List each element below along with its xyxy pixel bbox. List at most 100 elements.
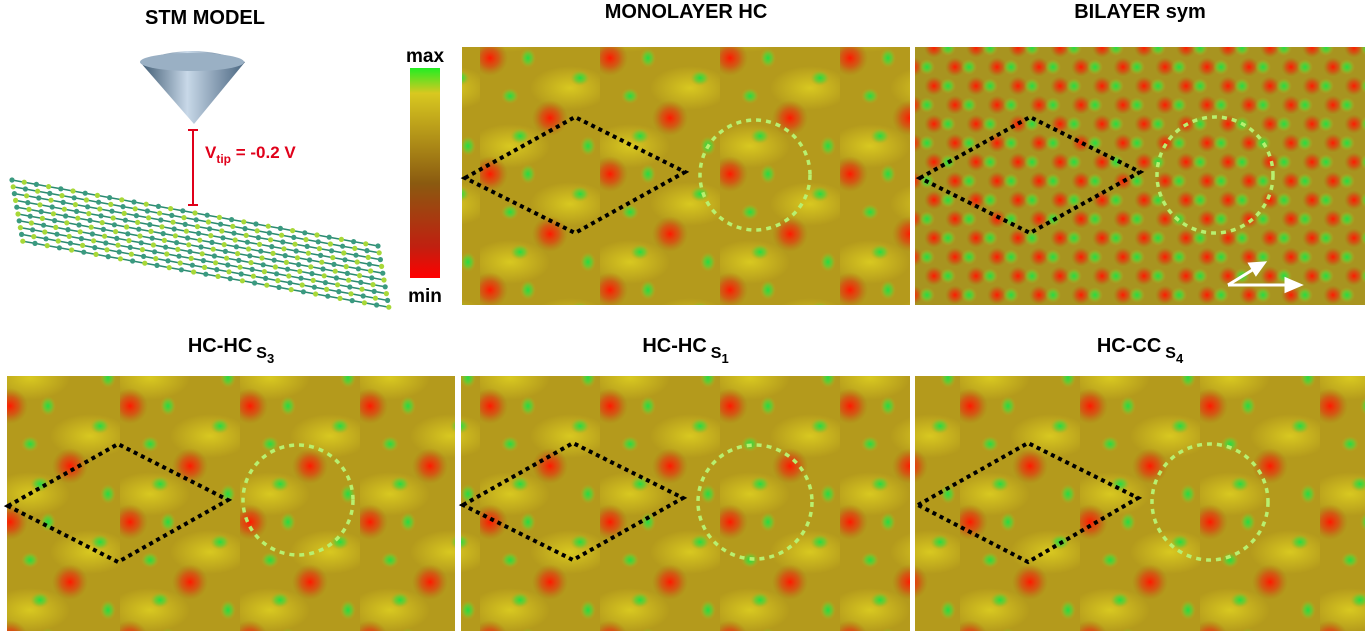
atom bbox=[124, 224, 129, 229]
atom bbox=[93, 252, 98, 257]
atom bbox=[353, 253, 358, 258]
atom bbox=[287, 280, 292, 285]
atom bbox=[214, 267, 219, 272]
atom bbox=[270, 251, 275, 256]
atom bbox=[187, 249, 192, 254]
atom bbox=[297, 269, 302, 274]
atom bbox=[13, 198, 18, 203]
atom bbox=[34, 182, 39, 187]
atom bbox=[361, 293, 366, 298]
atom bbox=[212, 253, 217, 258]
atom bbox=[230, 224, 235, 229]
atom bbox=[145, 208, 150, 213]
atom bbox=[219, 228, 224, 233]
atom bbox=[95, 193, 100, 198]
atom bbox=[106, 254, 111, 259]
atom bbox=[196, 231, 201, 236]
atom bbox=[130, 258, 135, 263]
atom bbox=[286, 273, 291, 278]
atom bbox=[294, 248, 299, 253]
atom bbox=[253, 221, 258, 226]
atom bbox=[347, 284, 352, 289]
atom bbox=[379, 264, 384, 269]
colorbar bbox=[410, 68, 440, 278]
atom bbox=[380, 271, 385, 276]
atom bbox=[345, 271, 350, 276]
atom bbox=[218, 222, 223, 227]
atom bbox=[314, 232, 319, 237]
atom bbox=[217, 215, 222, 220]
atom bbox=[150, 236, 155, 241]
model-title: STM MODEL bbox=[145, 7, 265, 29]
atom bbox=[128, 245, 133, 250]
atom bbox=[136, 227, 141, 232]
atom bbox=[228, 276, 233, 281]
atom bbox=[156, 204, 161, 209]
atom bbox=[79, 236, 84, 241]
atom bbox=[9, 177, 14, 182]
atom bbox=[359, 287, 364, 292]
atom bbox=[223, 249, 228, 254]
atom bbox=[111, 215, 116, 220]
atom bbox=[385, 298, 390, 303]
panel-title-main: MONOLAYER HC bbox=[605, 1, 768, 23]
panel-title: HC-HCS1 bbox=[642, 335, 728, 366]
atom bbox=[122, 211, 127, 216]
atom bbox=[372, 289, 377, 294]
atom bbox=[300, 282, 305, 287]
atom bbox=[317, 246, 322, 251]
atom bbox=[318, 253, 323, 258]
atom bbox=[178, 260, 183, 265]
atom bbox=[162, 238, 167, 243]
atom bbox=[206, 219, 211, 224]
atom bbox=[378, 257, 383, 262]
atom bbox=[62, 207, 67, 212]
stm-panel: HC-CCS4 bbox=[915, 335, 1365, 631]
atom bbox=[113, 229, 118, 234]
atom bbox=[235, 251, 240, 256]
atom bbox=[123, 218, 128, 223]
atom bbox=[167, 265, 172, 270]
atom bbox=[42, 229, 47, 234]
atom bbox=[117, 249, 122, 254]
atom bbox=[43, 236, 48, 241]
lattice-model bbox=[9, 177, 391, 309]
atom bbox=[183, 222, 188, 227]
atom bbox=[328, 241, 333, 246]
atom bbox=[362, 300, 367, 305]
atom bbox=[139, 240, 144, 245]
atom bbox=[108, 202, 113, 207]
panel-title-subsub: 1 bbox=[721, 351, 728, 366]
atom bbox=[181, 215, 186, 220]
atom bbox=[316, 239, 321, 244]
atom bbox=[373, 296, 378, 301]
atom bbox=[197, 238, 202, 243]
atom bbox=[273, 264, 278, 269]
atom bbox=[72, 195, 77, 200]
atom bbox=[351, 239, 356, 244]
atom bbox=[226, 269, 231, 274]
atom bbox=[220, 235, 225, 240]
atom bbox=[103, 240, 108, 245]
atom bbox=[384, 291, 389, 296]
atom bbox=[169, 213, 174, 218]
atom bbox=[312, 285, 317, 290]
atom bbox=[267, 230, 272, 235]
atom bbox=[319, 260, 324, 265]
atom bbox=[324, 287, 329, 292]
stm-panel: BILAYER sym bbox=[915, 1, 1365, 305]
atom bbox=[283, 253, 288, 258]
atom bbox=[70, 188, 75, 193]
atom bbox=[86, 211, 91, 216]
panel-title-sub: S bbox=[1165, 345, 1176, 362]
atom bbox=[276, 285, 281, 290]
atom bbox=[17, 218, 22, 223]
atom bbox=[233, 237, 238, 242]
atom bbox=[342, 257, 347, 262]
atom bbox=[337, 296, 342, 301]
bias-subscript: tip bbox=[216, 152, 231, 166]
atom bbox=[115, 243, 120, 248]
atom bbox=[344, 264, 349, 269]
atom bbox=[46, 184, 51, 189]
atom bbox=[266, 224, 271, 229]
